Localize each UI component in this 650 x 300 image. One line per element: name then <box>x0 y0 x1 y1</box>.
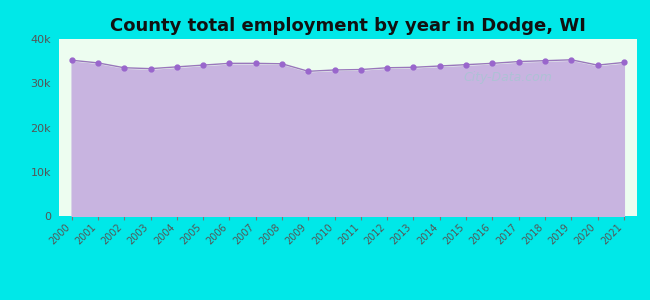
Text: City-Data.com: City-Data.com <box>463 71 552 84</box>
Title: County total employment by year in Dodge, WI: County total employment by year in Dodge… <box>110 17 586 35</box>
